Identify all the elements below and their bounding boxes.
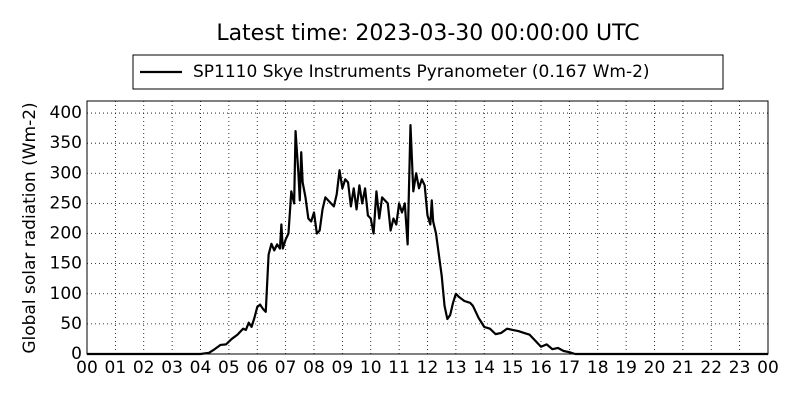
x-tick-label: 00 xyxy=(76,358,98,378)
x-tick-label: 19 xyxy=(615,358,637,378)
x-tick-label: 15 xyxy=(502,358,524,378)
x-tick-label: 18 xyxy=(587,358,609,378)
legend-box xyxy=(132,54,724,90)
x-tick-label: 08 xyxy=(303,358,325,378)
y-axis-label: Global solar radiation (Wm-2) xyxy=(20,102,40,353)
x-tick-label: 01 xyxy=(105,358,127,378)
x-tick-label: 06 xyxy=(246,358,268,378)
plot-frame xyxy=(86,100,769,355)
x-tick-label: 13 xyxy=(445,358,467,378)
x-tick-label: 20 xyxy=(644,358,666,378)
y-tick-label: 300 xyxy=(50,163,82,183)
x-tick-label: 09 xyxy=(332,358,354,378)
x-tick-label: 23 xyxy=(729,358,751,378)
y-tick-label: 50 xyxy=(60,314,82,334)
x-tick-label: 14 xyxy=(473,358,495,378)
x-tick-label: 07 xyxy=(275,358,297,378)
x-tick-label: 05 xyxy=(218,358,240,378)
x-tick-label: 16 xyxy=(530,358,552,378)
y-tick-label: 350 xyxy=(50,133,82,153)
y-tick-label: 250 xyxy=(50,193,82,213)
y-tick-label: 100 xyxy=(50,284,82,304)
x-tick-label: 04 xyxy=(190,358,212,378)
data-line xyxy=(87,124,768,356)
y-tick-label: 0 xyxy=(71,344,82,364)
y-tick-label: 150 xyxy=(50,254,82,274)
x-tick-label: 10 xyxy=(360,358,382,378)
x-tick-label: 11 xyxy=(388,358,410,378)
x-tick-label: 03 xyxy=(161,358,183,378)
x-tick-label: 17 xyxy=(559,358,581,378)
y-tick-label: 400 xyxy=(50,103,82,123)
chart-title: Latest time: 2023-03-30 00:00:00 UTC xyxy=(216,21,639,46)
x-tick-label: 22 xyxy=(700,358,722,378)
y-tick-label: 200 xyxy=(50,224,82,244)
x-tick-label: 02 xyxy=(133,358,155,378)
legend-label: SP1110 Skye Instruments Pyranometer (0.1… xyxy=(193,62,650,82)
x-tick-label: 00 xyxy=(757,358,779,378)
x-tick-label: 12 xyxy=(417,358,439,378)
x-tick-label: 21 xyxy=(672,358,694,378)
